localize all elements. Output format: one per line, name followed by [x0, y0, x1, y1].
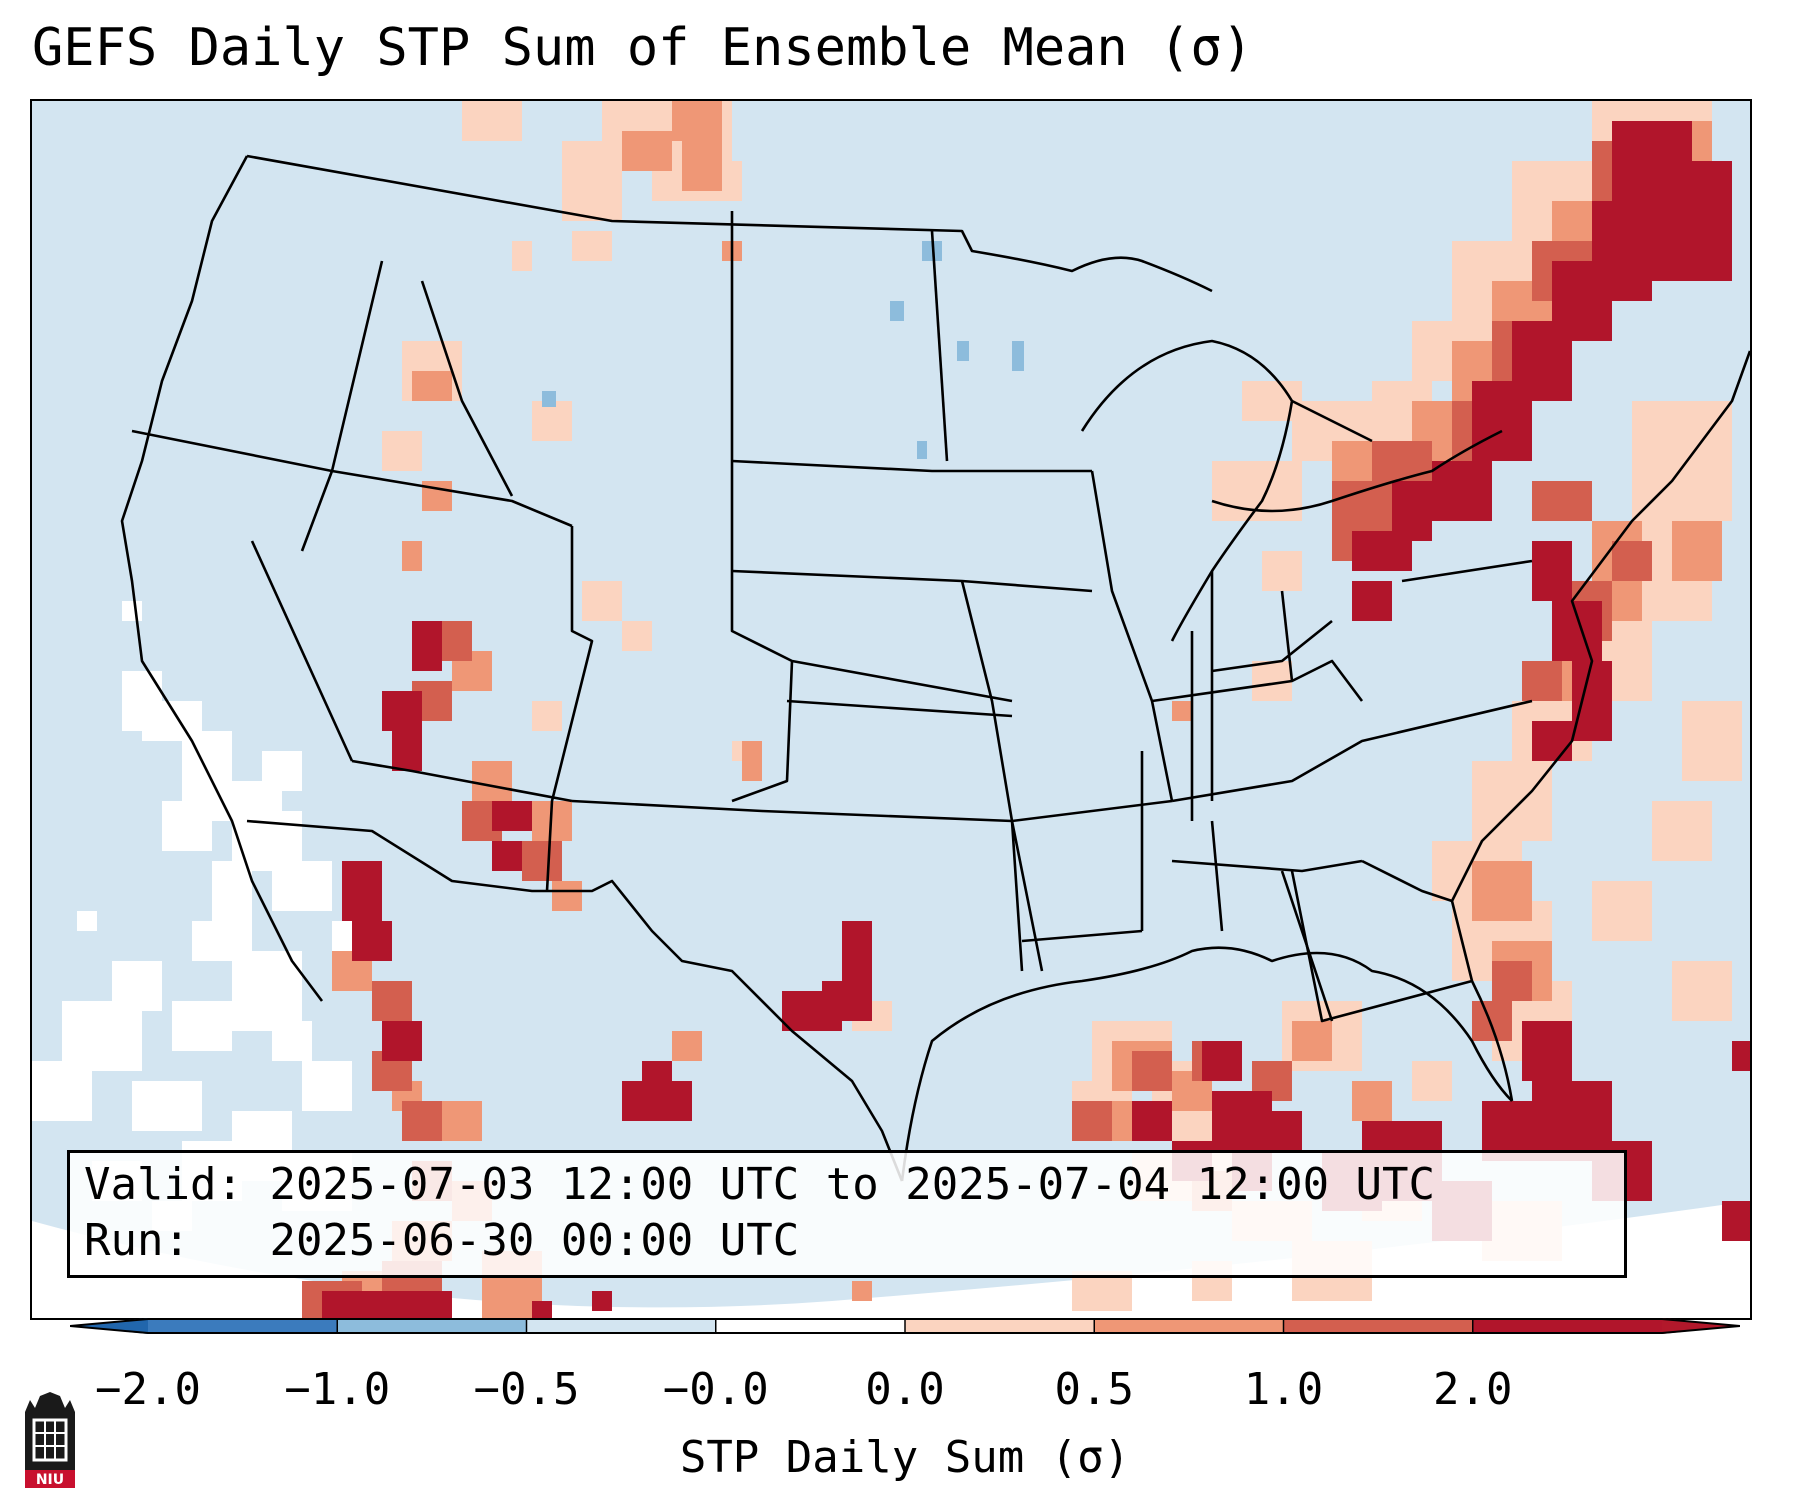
colorbar-outline	[70, 1318, 1740, 1334]
info-box: Valid: 2025-07-03 12:00 UTC to 2025-07-0…	[67, 1150, 1627, 1278]
colorbar-tick-label: −1.0	[284, 1364, 391, 1415]
valid-label: Valid:	[84, 1159, 243, 1210]
colorbar-segments	[148, 1318, 1663, 1334]
map-panel	[30, 99, 1752, 1320]
colorbar-segment	[905, 1318, 1095, 1334]
colorbar-segment	[1472, 1318, 1663, 1334]
anomaly-cells-1-to-2	[302, 141, 1652, 1318]
neutral-anomaly-cells	[32, 601, 362, 1231]
colorbar-tick-label: 2.0	[1433, 1364, 1513, 1415]
colorbar-tick-label: 0.5	[1054, 1364, 1134, 1415]
colorbar-extend-min	[70, 1318, 148, 1334]
run-label: Run:	[84, 1215, 190, 1266]
colorbar-tick-label: 1.0	[1243, 1364, 1324, 1415]
map-graphic	[32, 101, 1750, 1318]
logo-text: NIU	[36, 1472, 64, 1488]
colorbar-segment	[526, 1318, 717, 1334]
run-value: 2025-06-30 00:00 UTC	[269, 1215, 800, 1266]
colorbar-tick-label: −0.5	[473, 1364, 580, 1415]
colorbar-extend-max	[1662, 1318, 1740, 1334]
colorbar-tick-label: 0.0	[865, 1364, 945, 1415]
anomaly-cells-below-zero	[542, 241, 1024, 459]
colorbar-label: STP Daily Sum (σ)	[679, 1432, 1131, 1483]
boundaries	[120, 154, 1750, 1182]
valid-value: 2025-07-03 12:00 UTC to 2025-07-04 12:00…	[269, 1159, 1436, 1210]
colorbar-tick-label: −2.0	[95, 1364, 201, 1415]
colorbar-segment	[715, 1318, 906, 1334]
colorbar-segment	[337, 1318, 527, 1334]
colorbar	[70, 1318, 1740, 1334]
colorbar-segment	[1094, 1318, 1284, 1334]
colorbar-segment	[1283, 1318, 1474, 1334]
run-row: Run: 2025-06-30 00:00 UTC	[84, 1213, 1610, 1269]
valid-row: Valid: 2025-07-03 12:00 UTC to 2025-07-0…	[84, 1157, 1610, 1213]
chart-title: GEFS Daily STP Sum of Ensemble Mean (σ)	[32, 18, 1253, 78]
colorbar-segment	[148, 1318, 338, 1334]
niu-logo-icon: NIU	[25, 1392, 75, 1488]
colorbar-tick-label: −0.0	[662, 1364, 769, 1415]
